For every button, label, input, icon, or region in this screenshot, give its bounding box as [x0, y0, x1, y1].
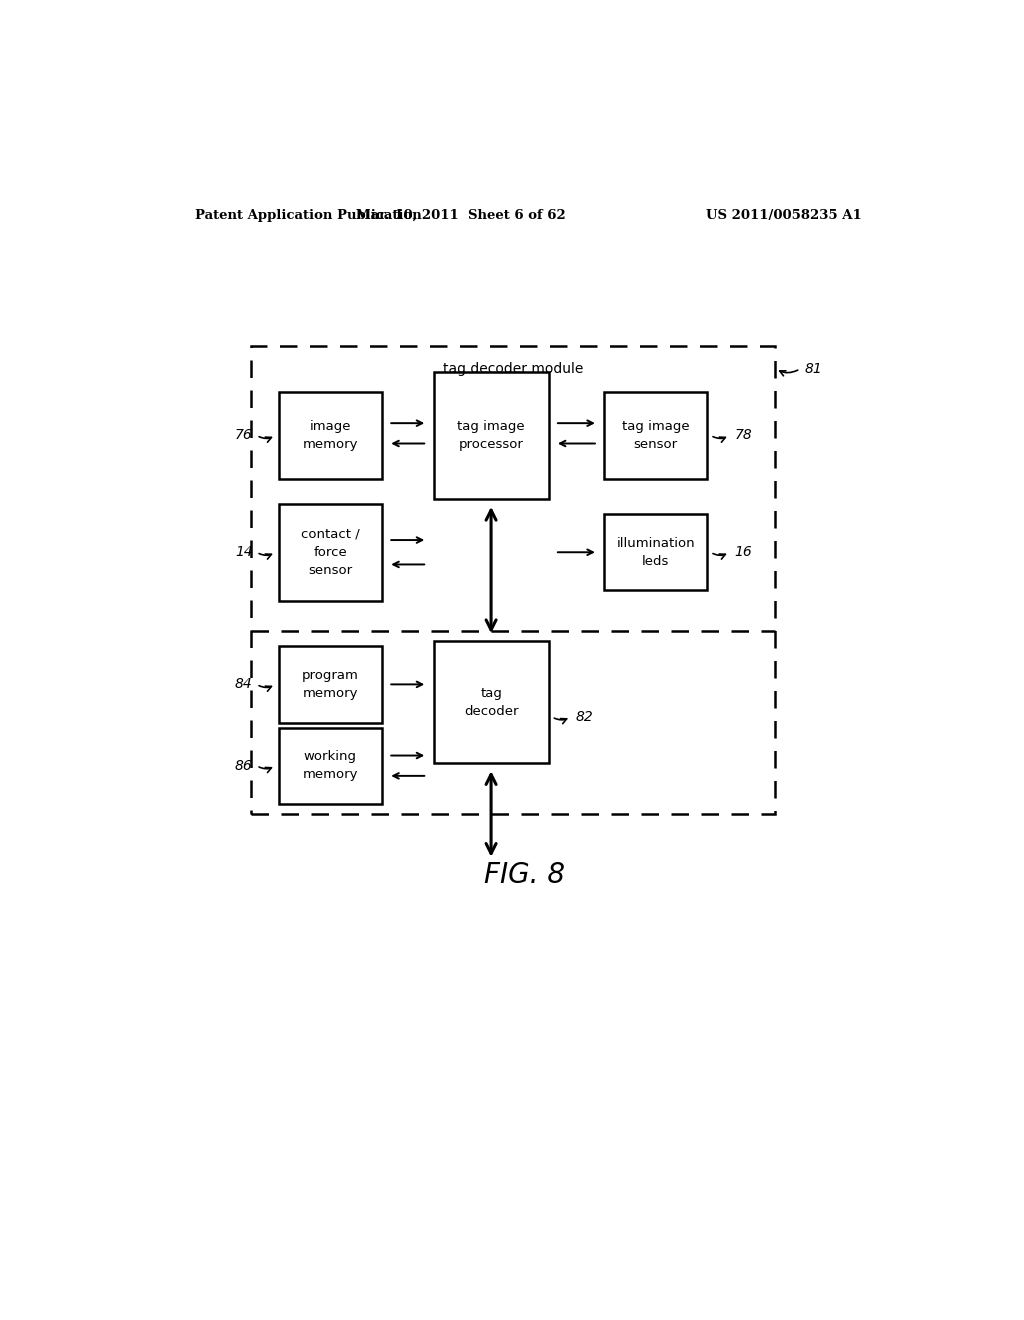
Text: 78: 78: [734, 429, 752, 442]
Bar: [279, 504, 382, 601]
Text: 14: 14: [234, 545, 253, 560]
Text: image
memory: image memory: [303, 420, 358, 451]
Bar: [604, 392, 708, 479]
Bar: [279, 647, 382, 722]
Text: Patent Application Publication: Patent Application Publication: [196, 209, 422, 222]
Text: contact /
force
sensor: contact / force sensor: [301, 528, 359, 577]
Text: 84: 84: [234, 677, 253, 692]
Bar: [433, 642, 549, 763]
Bar: [433, 372, 549, 499]
Text: program
memory: program memory: [302, 669, 358, 700]
Text: illumination
leds: illumination leds: [616, 537, 695, 568]
Text: 82: 82: [575, 710, 593, 723]
Bar: [251, 346, 775, 814]
Text: Mar. 10, 2011  Sheet 6 of 62: Mar. 10, 2011 Sheet 6 of 62: [356, 209, 566, 222]
Text: tag image
processor: tag image processor: [458, 420, 525, 451]
Text: tag decoder module: tag decoder module: [442, 362, 583, 376]
Bar: [279, 727, 382, 804]
Text: FIG. 8: FIG. 8: [484, 861, 565, 888]
Text: working
memory: working memory: [303, 750, 358, 781]
Text: 86: 86: [234, 759, 253, 772]
Text: 16: 16: [734, 545, 752, 560]
Text: tag image
sensor: tag image sensor: [622, 420, 689, 451]
Text: 81: 81: [805, 362, 822, 376]
Bar: [604, 515, 708, 590]
Text: 76: 76: [234, 429, 253, 442]
Bar: [279, 392, 382, 479]
Text: US 2011/0058235 A1: US 2011/0058235 A1: [707, 209, 862, 222]
Text: tag
decoder: tag decoder: [464, 686, 518, 718]
